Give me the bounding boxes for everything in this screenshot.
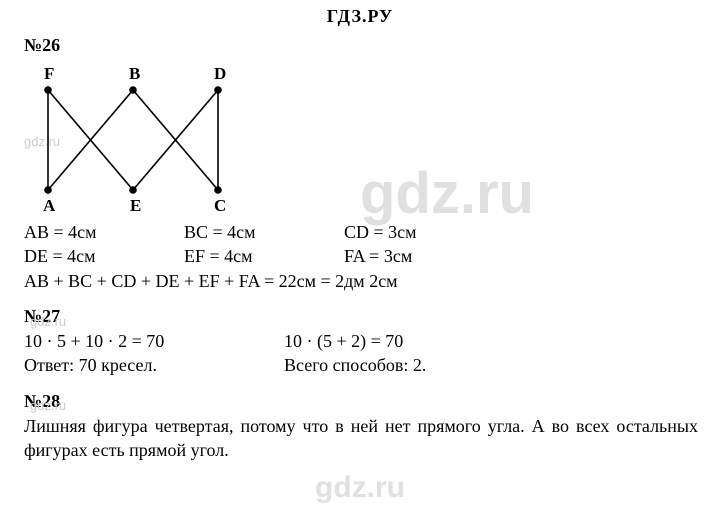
problem-27-number: №27 bbox=[24, 306, 720, 327]
p27-answer-left: Ответ: 70 кресел. bbox=[24, 353, 284, 377]
p27-answer-right: Всего способов: 2. bbox=[284, 353, 426, 377]
p27-row: 10 · 5 + 10 · 2 = 70 10 · (5 + 2) = 70 bbox=[24, 329, 720, 353]
measurement-cell: DE = 4см bbox=[24, 244, 184, 268]
problem-26-number: №26 bbox=[24, 35, 720, 56]
header-text: ГДЗ.РУ bbox=[327, 6, 393, 26]
watermark-large-footer: gdz.ru bbox=[315, 471, 405, 504]
p27-expr-left: 10 · 5 + 10 · 2 = 70 bbox=[24, 329, 284, 353]
site-header: ГДЗ.РУ bbox=[0, 0, 720, 27]
watermark-large-main: gdz.ru bbox=[360, 160, 534, 227]
diagram-svg bbox=[18, 60, 278, 220]
measurement-cell: EF = 4см bbox=[184, 244, 344, 268]
p27-row: Ответ: 70 кресел. Всего способов: 2. bbox=[24, 353, 720, 377]
measurement-cell: FA = 3см bbox=[344, 244, 504, 268]
watermark-footer-wrap: gdz.ru bbox=[0, 471, 720, 505]
measurement-cell: CD = 3см bbox=[344, 220, 504, 244]
p27-expr-right: 10 · (5 + 2) = 70 bbox=[284, 329, 403, 353]
problem-26-measurements: AB = 4см BC = 4см CD = 3см DE = 4см EF =… bbox=[24, 220, 720, 269]
problem-27-body: 10 · 5 + 10 · 2 = 70 10 · (5 + 2) = 70 О… bbox=[24, 329, 720, 378]
measurement-cell: BC = 4см bbox=[184, 220, 344, 244]
problem-28-text: Лишняя фигура четвертая, потому что в не… bbox=[24, 414, 698, 463]
measurement-row: DE = 4см EF = 4см FA = 3см bbox=[24, 244, 720, 268]
measurement-row: AB = 4см BC = 4см CD = 3см bbox=[24, 220, 720, 244]
problem-26-sum: AB + BC + CD + DE + EF + FA = 22см = 2дм… bbox=[24, 271, 720, 292]
problem-26-diagram: F B D A E C gdz.ru bbox=[18, 60, 278, 220]
problem-28-number: №28 bbox=[24, 391, 720, 412]
measurement-cell: AB = 4см bbox=[24, 220, 184, 244]
